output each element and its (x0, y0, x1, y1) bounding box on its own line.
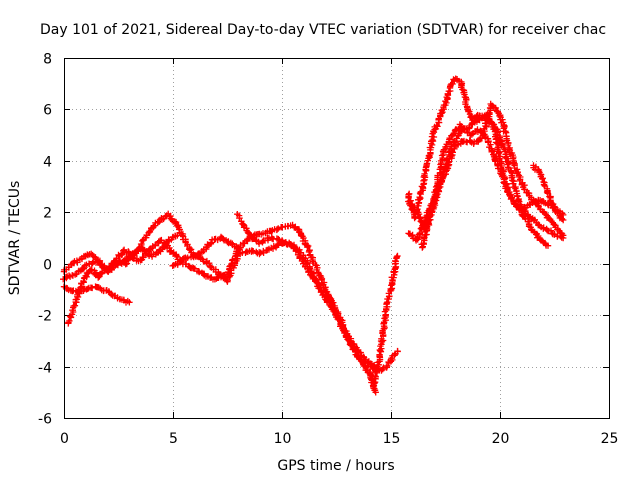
y-tick-label: -2 (38, 309, 52, 325)
x-tick-label: 20 (492, 431, 510, 447)
x-tick-label: 0 (60, 431, 69, 447)
marker-cloud (418, 100, 567, 251)
y-tick-label: -6 (38, 412, 52, 428)
x-tick-label: 15 (383, 431, 401, 447)
series-track-4 (60, 236, 242, 283)
y-tick-label: 4 (43, 155, 52, 171)
y-tick-labels: -6 -4 -2 0 2 4 6 8 (38, 52, 52, 428)
plot-frame (64, 58, 610, 419)
series-track-12 (418, 100, 567, 251)
series-track-6 (234, 211, 379, 396)
x-tick-label: 25 (601, 431, 619, 447)
y-axis-title: SDTVAR / TECUs (7, 181, 23, 296)
x-axis-title: GPS time / hours (277, 458, 394, 474)
marker-cloud (530, 162, 567, 224)
marker-cloud (365, 347, 401, 375)
y-tick-label: 2 (43, 206, 52, 222)
data-points (60, 75, 567, 396)
marker-cloud (234, 211, 379, 396)
y-tick-label: -4 (38, 361, 52, 377)
x-tick-label: 10 (274, 431, 292, 447)
y-tick-label: 0 (43, 258, 52, 274)
x-tick-label: 5 (169, 431, 178, 447)
series-track-8 (365, 347, 401, 375)
chart-title: Day 101 of 2021, Sidereal Day-to-day VTE… (40, 22, 606, 38)
y-tick-label: 6 (43, 103, 52, 119)
series-track-13 (530, 162, 567, 224)
x-tick-labels: 0 5 10 15 20 25 (60, 431, 618, 447)
marker-cloud (60, 236, 242, 283)
y-tick-label: 8 (43, 52, 52, 68)
